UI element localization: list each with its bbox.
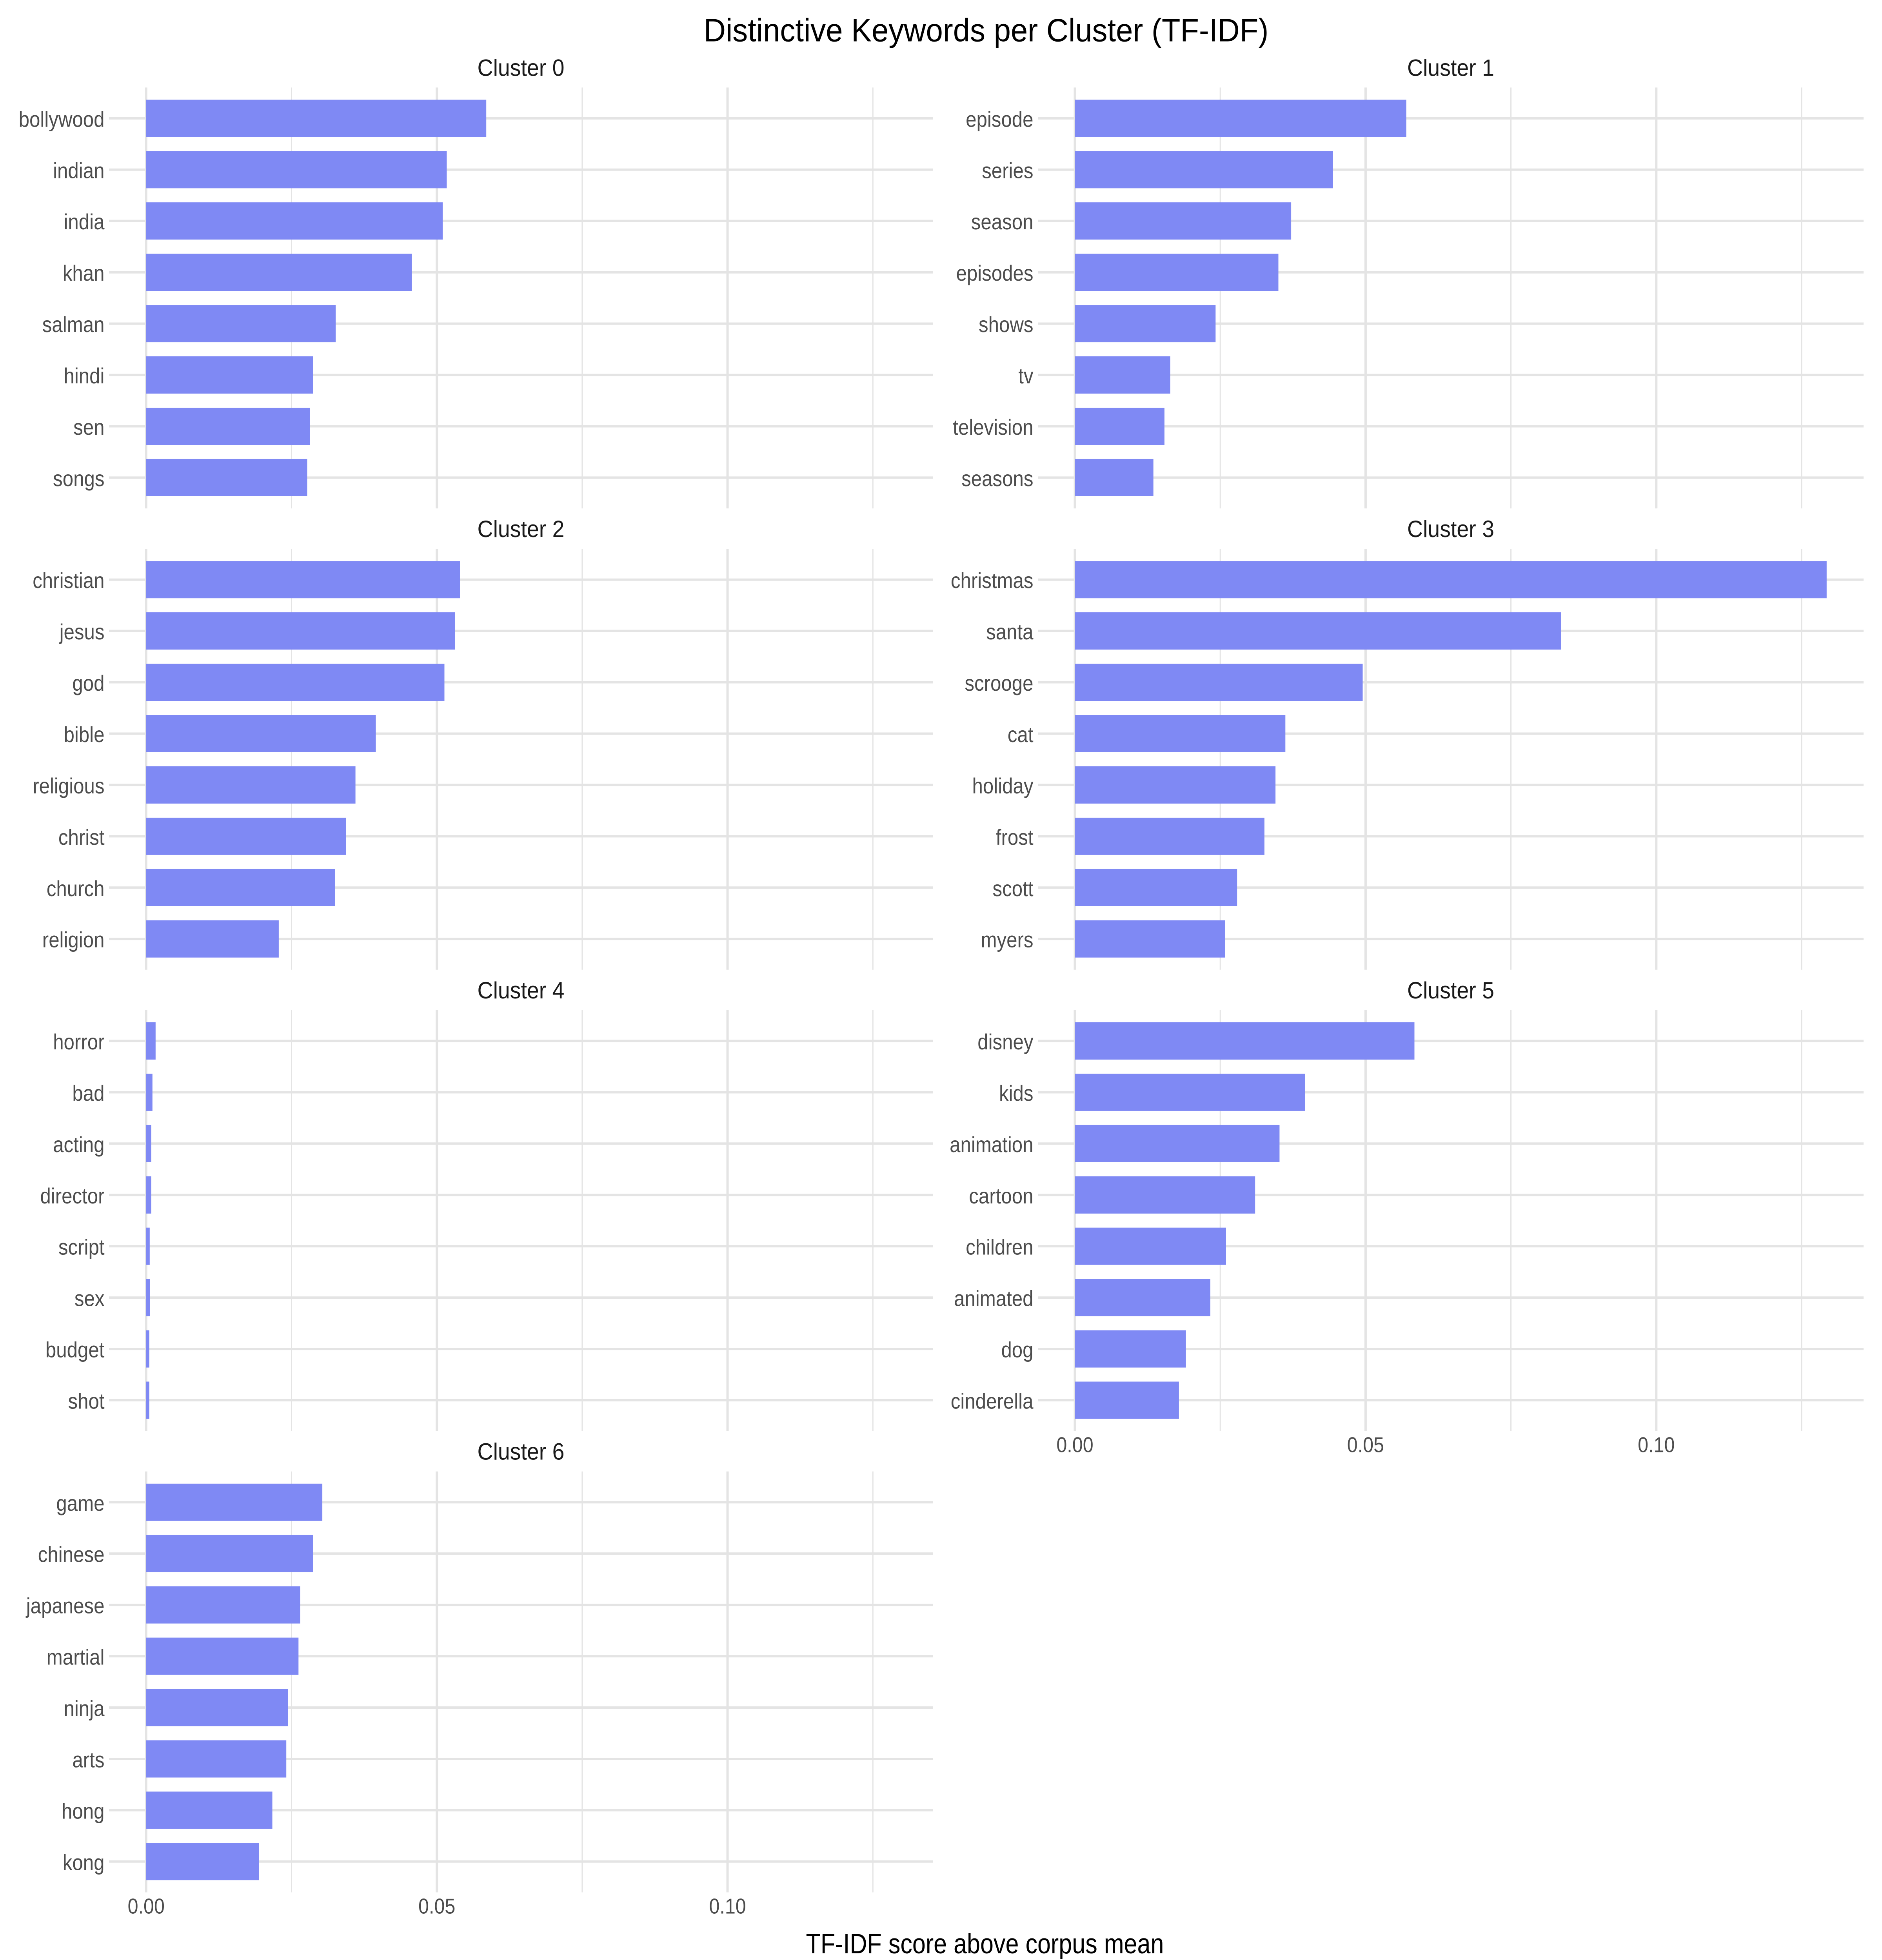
svg-text:india: india	[64, 209, 105, 234]
svg-text:ninja: ninja	[64, 1696, 105, 1721]
svg-text:religious: religious	[33, 773, 104, 798]
svg-text:episode: episode	[966, 107, 1033, 131]
svg-text:religion: religion	[42, 927, 105, 952]
svg-text:game: game	[56, 1491, 104, 1515]
svg-text:Cluster 2: Cluster 2	[478, 516, 565, 542]
svg-text:animated: animated	[954, 1286, 1034, 1311]
svg-text:bollywood: bollywood	[19, 107, 105, 131]
svg-text:Cluster 5: Cluster 5	[1407, 977, 1494, 1004]
svg-text:seasons: seasons	[961, 466, 1033, 491]
svg-text:hindi: hindi	[64, 363, 105, 388]
svg-text:sex: sex	[74, 1286, 105, 1311]
svg-text:sen: sen	[73, 415, 104, 439]
svg-text:Cluster 3: Cluster 3	[1407, 516, 1494, 542]
svg-text:scrooge: scrooge	[965, 671, 1033, 695]
svg-text:dog: dog	[1001, 1338, 1033, 1362]
svg-text:season: season	[971, 209, 1034, 234]
svg-text:myers: myers	[981, 927, 1034, 952]
svg-text:animation: animation	[950, 1132, 1033, 1157]
svg-text:cinderella: cinderella	[951, 1389, 1034, 1414]
svg-text:bible: bible	[64, 722, 105, 747]
svg-text:0.00: 0.00	[1056, 1433, 1093, 1457]
svg-text:chinese: chinese	[38, 1542, 105, 1567]
svg-text:Distinctive Keywords per Clust: Distinctive Keywords per Cluster (TF-IDF…	[704, 12, 1269, 48]
svg-text:shot: shot	[68, 1389, 105, 1414]
svg-text:songs: songs	[53, 466, 104, 491]
svg-text:0.10: 0.10	[709, 1894, 746, 1918]
svg-text:Cluster 6: Cluster 6	[478, 1439, 565, 1465]
svg-text:hong: hong	[62, 1798, 105, 1823]
svg-text:shows: shows	[979, 312, 1034, 337]
svg-text:cartoon: cartoon	[969, 1183, 1033, 1208]
svg-text:scott: scott	[993, 876, 1034, 901]
svg-text:kong: kong	[63, 1850, 105, 1875]
svg-text:khan: khan	[63, 261, 105, 285]
svg-text:director: director	[40, 1183, 104, 1208]
svg-text:arts: arts	[72, 1748, 104, 1772]
svg-text:kids: kids	[999, 1081, 1034, 1105]
svg-text:acting: acting	[53, 1132, 104, 1157]
svg-text:cat: cat	[1008, 722, 1034, 747]
svg-text:bad: bad	[72, 1081, 104, 1105]
svg-text:0.10: 0.10	[1638, 1433, 1675, 1457]
svg-text:christ: christ	[58, 825, 105, 849]
svg-text:0.00: 0.00	[128, 1894, 165, 1918]
svg-text:Cluster 4: Cluster 4	[478, 977, 565, 1004]
svg-text:horror: horror	[53, 1029, 104, 1054]
svg-text:martial: martial	[47, 1645, 105, 1670]
svg-text:salman: salman	[42, 312, 105, 337]
svg-text:church: church	[47, 876, 105, 901]
svg-text:tv: tv	[1018, 363, 1033, 388]
svg-text:disney: disney	[977, 1029, 1033, 1054]
svg-text:Cluster 1: Cluster 1	[1407, 54, 1494, 81]
svg-text:japanese: japanese	[25, 1593, 105, 1618]
svg-text:0.05: 0.05	[418, 1894, 455, 1918]
svg-text:christmas: christmas	[951, 568, 1034, 593]
svg-text:indian: indian	[53, 158, 104, 183]
svg-text:0.05: 0.05	[1347, 1433, 1384, 1457]
svg-text:christian: christian	[33, 568, 104, 593]
svg-text:episodes: episodes	[956, 261, 1034, 285]
svg-text:frost: frost	[996, 825, 1034, 849]
svg-text:holiday: holiday	[972, 773, 1034, 798]
svg-text:TF-IDF score above corpus mean: TF-IDF score above corpus mean	[806, 1929, 1164, 1960]
svg-text:children: children	[966, 1235, 1033, 1259]
svg-text:script: script	[58, 1235, 105, 1259]
svg-text:santa: santa	[986, 619, 1034, 644]
svg-text:television: television	[953, 415, 1033, 439]
svg-text:budget: budget	[45, 1338, 105, 1362]
svg-text:jesus: jesus	[59, 619, 105, 644]
svg-text:Cluster 0: Cluster 0	[478, 54, 565, 81]
svg-text:series: series	[982, 158, 1033, 183]
svg-text:god: god	[72, 671, 104, 695]
